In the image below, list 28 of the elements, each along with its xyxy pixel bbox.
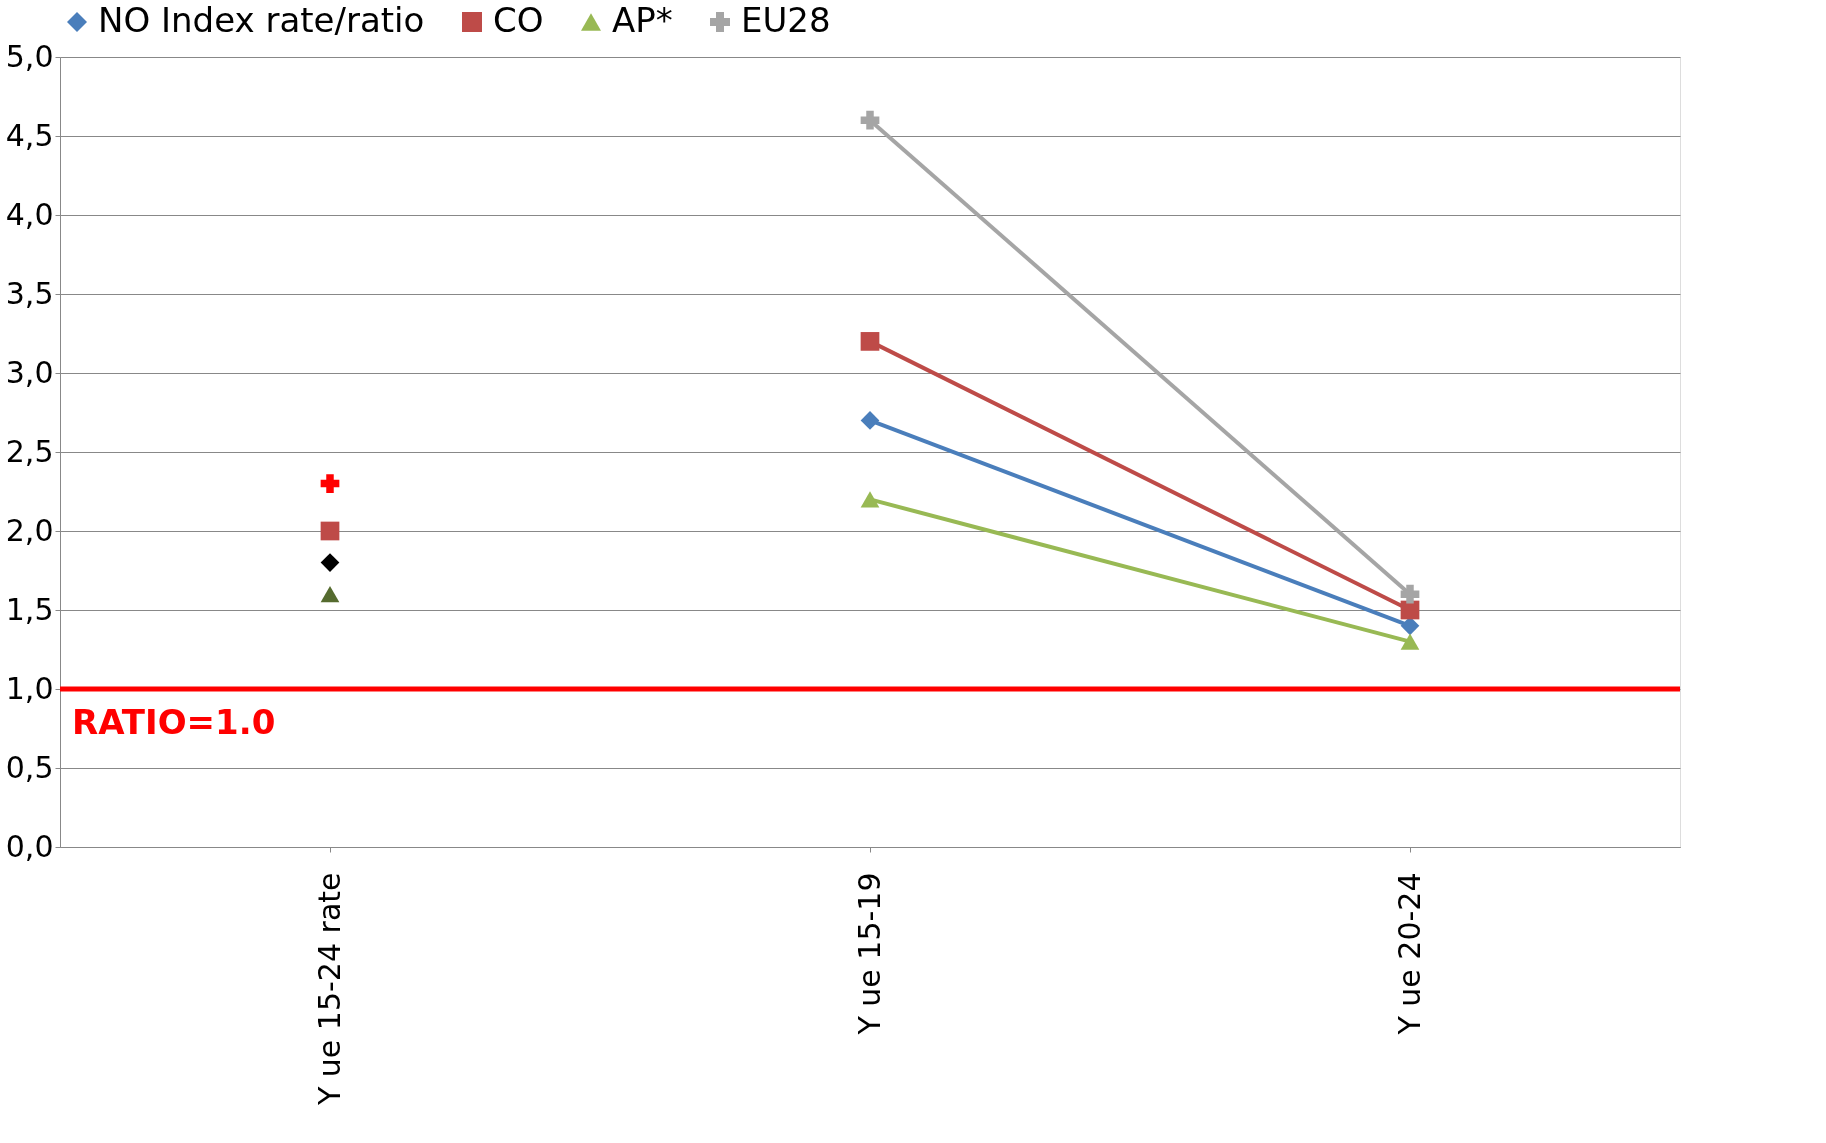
y-tick-label: 5,0 [5,38,54,74]
x-tick-label: Y ue 20-24 [1391,872,1427,1036]
point [1400,584,1420,604]
y-tick-label: 4,5 [5,117,54,153]
y-tick-label: 2,0 [5,512,54,548]
point [320,474,340,493]
y-tick-label: 0,5 [5,749,54,785]
point [1400,616,1420,636]
y-tick-label: 0,0 [5,828,54,864]
y-tick-label: 2,5 [5,433,54,469]
y-tick-label: 1,0 [5,670,54,706]
legend-label: AP* [612,0,673,40]
legend-label: NO Index rate/ratio [98,0,425,40]
y-tick-label: 1,5 [5,591,54,627]
x-tick-label: Y ue 15-19 [851,872,887,1036]
point [860,332,880,351]
y-tick-label: 3,0 [5,354,54,390]
point [860,411,880,430]
ref-line-label: RATIO=1.0 [72,702,276,742]
point [860,110,880,130]
legend-label: CO [493,0,544,40]
y-tick-label: 3,5 [5,275,54,311]
point [320,521,340,541]
legend-label: EU28 [741,0,831,40]
y-tick-label: 4,0 [5,196,54,232]
x-tick-label: Y ue 15-24 rate [311,872,347,1107]
point [320,586,340,603]
point [320,553,340,572]
